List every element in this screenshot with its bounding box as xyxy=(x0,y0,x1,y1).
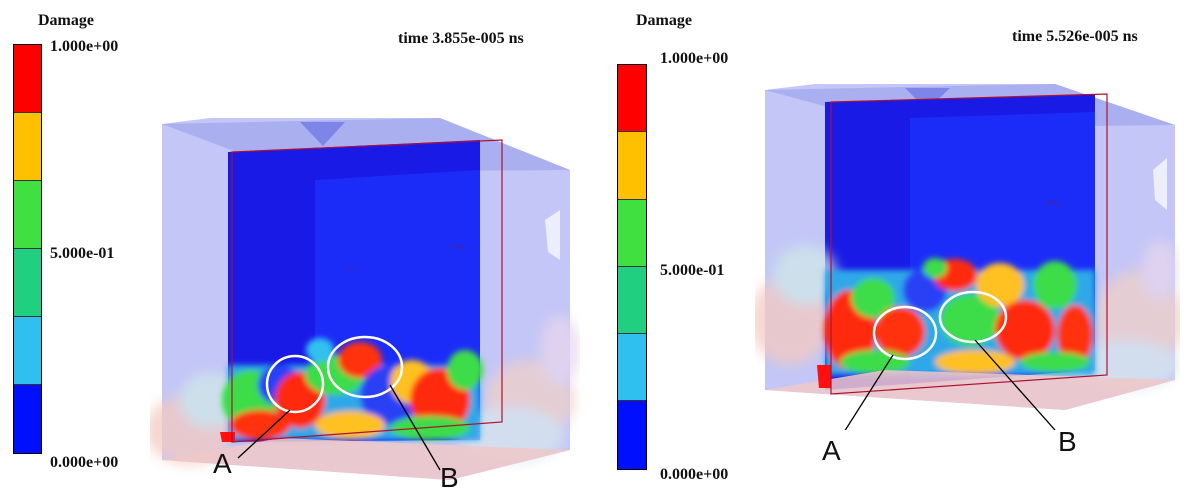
panel-left: Damage 1.000e+00 5.000e-01 0.000e+00 tim… xyxy=(13,12,580,493)
colorbar-mid-label: 5.000e-01 xyxy=(660,262,725,279)
colorbar-segment-5 xyxy=(618,334,646,402)
region-b-ellipse xyxy=(326,335,404,399)
simulation-view xyxy=(755,84,1180,430)
red-frame xyxy=(830,93,1108,395)
simulation-view xyxy=(150,118,580,480)
callout-a-label: A xyxy=(822,435,841,466)
colorbar-segment-3 xyxy=(618,199,646,267)
callout-a-label: A xyxy=(213,448,232,479)
base-plate xyxy=(765,370,1175,410)
region-a-ellipse xyxy=(265,354,325,414)
colorbar-segment-4 xyxy=(618,266,646,335)
region-b-ellipse xyxy=(938,290,1008,344)
colorbar-segment-5 xyxy=(14,316,41,385)
colorbar-segment-1 xyxy=(618,65,646,133)
indenter-notch xyxy=(300,122,345,146)
colorbar-segment-6 xyxy=(618,401,646,469)
leader-line-b xyxy=(974,339,1056,430)
base-corner xyxy=(817,365,831,388)
colorbar-max-label: 1.000e+00 xyxy=(660,50,729,67)
colorbar-max-label: 1.000e+00 xyxy=(50,38,119,55)
leader-line-a xyxy=(844,354,894,430)
surface-mark xyxy=(449,243,466,251)
leader-line-a xyxy=(237,409,291,459)
region-a-ellipse xyxy=(872,305,938,361)
surface-mark xyxy=(1043,200,1063,208)
colorbar-segment-2 xyxy=(618,132,646,200)
legend-title: Damage xyxy=(636,12,692,29)
time-label: time 3.855e-005 ns xyxy=(398,30,524,47)
colorbar-segment-1 xyxy=(14,45,41,113)
legend-title: Damage xyxy=(38,12,94,29)
callout-b-label: B xyxy=(440,462,459,493)
colorbar-segment-3 xyxy=(14,180,41,249)
base-plate xyxy=(162,438,570,480)
colorbar xyxy=(617,64,647,470)
callout-b-label: B xyxy=(1058,426,1077,457)
box-side-notch xyxy=(1153,158,1167,210)
panel-right: Damage 1.000e+00 5.000e-01 0.000e+00 tim… xyxy=(600,0,1184,494)
base-corner xyxy=(220,432,235,442)
colorbar-mid-label: 5.000e-01 xyxy=(50,245,115,262)
red-frame xyxy=(231,139,503,443)
damage-haze xyxy=(755,240,1180,390)
colorbar-min-label: 0.000e+00 xyxy=(660,466,729,483)
colorbar-min-label: 0.000e+00 xyxy=(50,454,119,471)
time-label: time 5.526e-005 ns xyxy=(1012,28,1138,45)
box-side-notch xyxy=(545,210,560,260)
colorbar xyxy=(13,44,42,454)
damage-field xyxy=(824,258,1095,375)
leader-line-b xyxy=(389,384,441,471)
surface-mark-2 xyxy=(345,267,357,271)
colorbar-segment-6 xyxy=(14,384,41,453)
colorbar-segment-2 xyxy=(14,112,41,181)
colorbar-segment-4 xyxy=(14,248,41,317)
